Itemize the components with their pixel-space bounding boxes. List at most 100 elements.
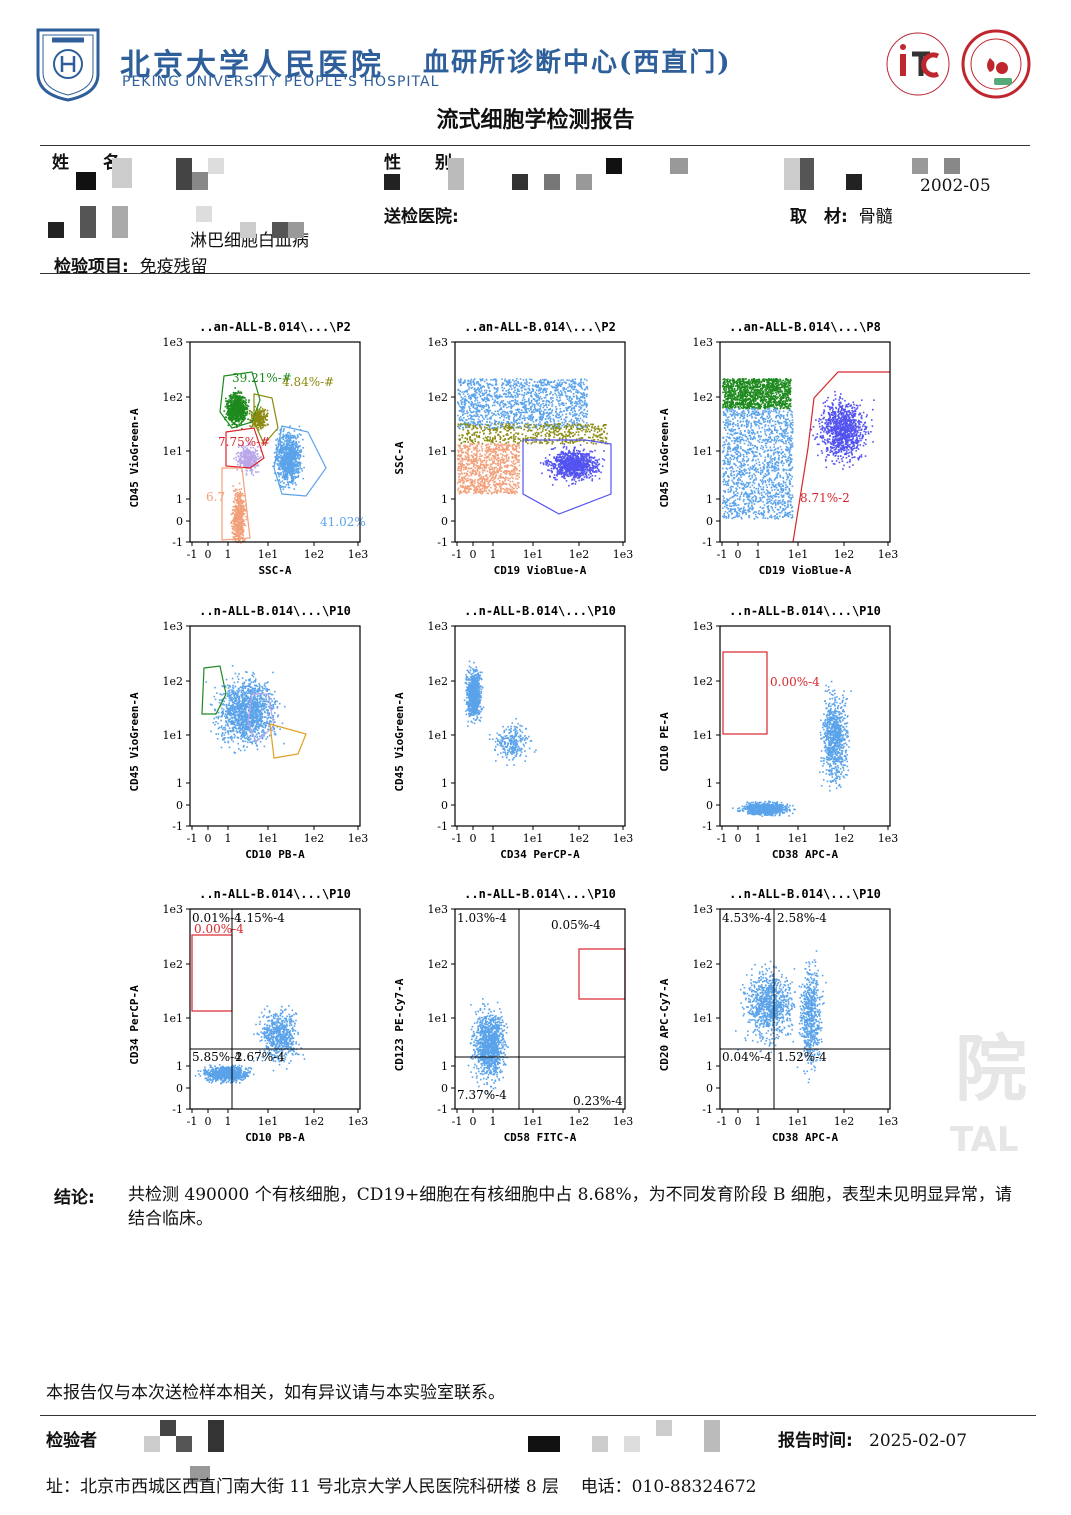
x-tick-label: 1 [755,548,762,561]
cluster-ssc-mid [457,423,609,445]
y-tick-label: -1 [437,536,448,549]
x-tick-label: 1 [755,1115,762,1128]
x-tick-label: 0 [205,1115,212,1128]
gate-lymph [219,371,261,429]
cluster-cd45-high [722,378,792,410]
y-axis-label: CD10 PE-A [658,712,671,772]
x-axis-label: CD10 PB-A [245,1131,305,1144]
y-tick-label: 1e1 [692,1012,713,1025]
y-tick-label: -1 [702,1103,713,1116]
y-tick-label: 1e3 [162,903,183,916]
quadrant-ll: 0.04%-4 [722,1050,772,1064]
y-tick-label: 1 [441,493,448,506]
watermark-glyph: 院 [955,1027,1028,1111]
y-tick-label: 1e1 [162,1012,183,1025]
gate-bcell [522,439,612,515]
plot-frame [189,625,361,827]
cluster-mono [248,404,269,431]
x-tick-label: 1e1 [788,832,809,845]
plot-frame [454,625,626,827]
x-axis-label: SSC-A [258,564,291,577]
quadrant-ul: 1.03%-4 [457,911,507,925]
x-axis-label: CD19 VioBlue-A [494,564,587,577]
y-tick-label: 1e3 [162,336,183,349]
y-tick-label: -1 [172,536,183,549]
x-tick-label: 1 [225,1115,232,1128]
y-axis-label: CD20 APC-Cy7-A [658,978,671,1071]
y-tick-label: 1e1 [162,729,183,742]
y-tick-label: 1e3 [692,903,713,916]
cluster-ssc-high [457,378,589,430]
y-tick-label: -1 [702,536,713,549]
gate-gran [273,425,327,497]
cluster-cd20-right [796,950,827,1084]
hospital-english-name: PEKING UNIVERSITY PEOPLE'S HOSPITAL [122,74,440,90]
cluster-granulocyte [272,425,305,491]
y-tick-label: 1e3 [427,903,448,916]
plot-data: 39.21%-#4.84%-# 7.75%-# 6.7 41.02% [206,371,366,544]
conclusion-text: 共检测 490000 个有核细胞，CD19+细胞在有核细胞中占 8.68%，为不… [128,1185,1012,1229]
plot-data: 8.71%-2 [722,371,890,543]
x-tick-label: 1e3 [348,832,369,845]
y-tick-label: -1 [172,820,183,833]
hospital-name: 北京大学人民医院 [120,48,384,83]
cluster-lymph [223,387,251,430]
x-tick-label: 1e2 [304,832,325,845]
x-tick-label: 1e2 [304,548,325,561]
x-tick-label: 1e1 [788,1115,809,1128]
y-tick-label: 0 [176,799,183,812]
x-tick-label: 1e2 [569,548,590,561]
x-tick-label: 0 [470,1115,477,1128]
cluster-cd10-neg [194,1064,255,1085]
quadrant-ll: 5.85%-4 [192,1050,242,1064]
y-tick-label: -1 [172,1103,183,1116]
y-tick-label: -1 [702,820,713,833]
y-tick-label: 1e1 [692,729,713,742]
quadrant-lr: 0.23%-4 [573,1094,623,1108]
x-tick-label: 0 [735,548,742,561]
plot-frame [719,341,891,543]
x-tick-label: 1e2 [569,832,590,845]
x-tick-label: -1 [452,548,463,561]
flow-plot-1: ..an-ALL-B.014\...\P2 39.21%-# 4.84%-# 7.75… [128,318,368,593]
quadrant-ur: 0.05%-4 [551,918,601,932]
disclaimer: 本报告仅与本次送检样本相关，如有异议请与本实验室联系。 [46,1383,505,1403]
x-tick-label: 1 [225,548,232,561]
y-tick-label: 1 [176,777,183,790]
x-tick-label: 1e2 [834,832,855,845]
y-tick-label: 1 [706,1060,713,1073]
gate-label-mono: 4.84%-# [282,375,334,389]
sample-field: 取 材: 骨髓 [790,207,893,227]
plot-data: 0.00%-4 [722,651,852,817]
y-tick-label: 1e2 [162,391,183,404]
gate-cd34-pos [191,934,233,1012]
watermark-text: TAL [950,1120,1019,1160]
cluster-cd38-low [732,800,796,817]
cluster-cd38-high [819,680,852,792]
gate-cd123-cd58 [578,948,626,1000]
y-tick-label: 1e3 [692,336,713,349]
y-tick-label: 1 [706,777,713,790]
cluster-cd19-pos [810,390,875,470]
x-axis-label: CD38 APC-A [772,848,839,861]
x-tick-label: 0 [205,832,212,845]
x-tick-label: 0 [470,832,477,845]
y-axis-label: CD45 VioGreen-A [128,692,141,792]
flow-plot-3: ..an-ALL-B.014\...\P8 8.71%-2 -1 -1 0 0 1 1 1e1 1… [658,318,898,593]
footer-divider [40,1415,1036,1416]
plot-title: ..an-ALL-B.014\...\P2 [199,320,351,334]
x-tick-label: -1 [187,1115,198,1128]
plot-data: 1.03%-4 0.05%-4 7.37%-4 0.23%-4 [455,909,626,1109]
x-tick-label: 1e2 [304,1115,325,1128]
quadrant-ll: 7.37%-4 [457,1088,507,1102]
x-axis-label: CD58 FITC-A [504,1131,577,1144]
x-axis-label: CD10 PB-A [245,848,305,861]
hospital-field: 送检医院: [384,207,459,227]
x-axis-label: CD34 PerCP-A [500,848,580,861]
x-tick-label: 0 [735,1115,742,1128]
y-tick-label: 1e1 [162,445,183,458]
y-tick-label: 1 [176,493,183,506]
y-axis-label: CD123 PE-Cy7-A [393,978,406,1071]
y-tick-label: -1 [437,1103,448,1116]
x-tick-label: 1e3 [878,832,899,845]
